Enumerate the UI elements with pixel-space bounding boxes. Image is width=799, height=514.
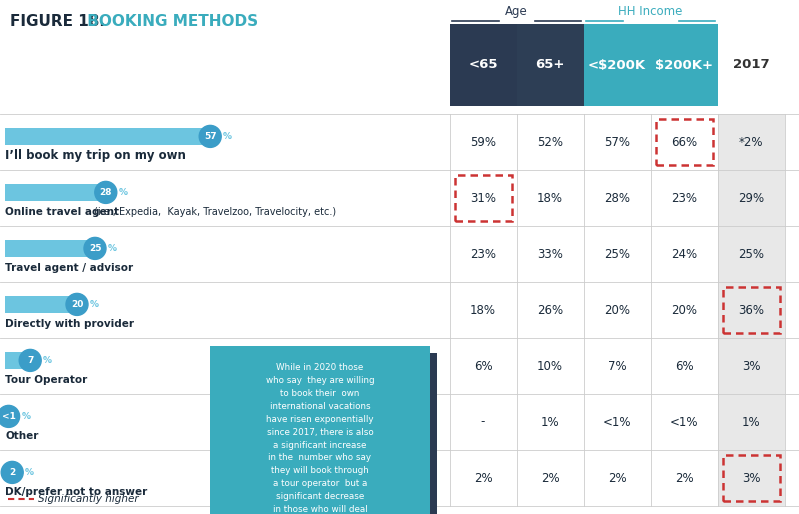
Text: HH Income: HH Income [618,5,682,18]
Circle shape [66,293,88,316]
Text: 3%: 3% [741,471,761,485]
Text: <1%: <1% [670,415,698,429]
Text: Significantly higher: Significantly higher [38,494,138,504]
Text: 52%: 52% [537,136,563,149]
FancyBboxPatch shape [217,353,437,514]
Text: FIGURE 18.: FIGURE 18. [10,14,105,29]
Text: 33%: 33% [537,248,563,261]
Text: %: % [26,468,34,477]
Text: 7%: 7% [608,359,626,373]
Text: 25%: 25% [738,248,764,261]
Text: Online travel agent: Online travel agent [5,207,119,217]
Text: <1%: <1% [602,415,631,429]
Text: Tour Operator: Tour Operator [5,375,87,385]
Text: $200K+: $200K+ [655,59,713,71]
Text: 7: 7 [27,356,34,365]
Text: 28: 28 [100,188,112,197]
FancyBboxPatch shape [5,408,9,425]
Text: 23%: 23% [470,248,496,261]
Text: 10%: 10% [537,359,563,373]
Text: Travel agent / advisor: Travel agent / advisor [5,263,133,273]
Text: 26%: 26% [537,303,563,317]
FancyBboxPatch shape [718,114,785,506]
Text: %: % [119,188,128,197]
Text: 57%: 57% [604,136,630,149]
Text: %: % [223,132,233,141]
Text: *2%: *2% [739,136,763,149]
Text: 31%: 31% [470,192,496,205]
FancyBboxPatch shape [5,352,30,369]
Text: Age: Age [505,5,528,18]
Text: 57: 57 [204,132,217,141]
Text: 23%: 23% [671,192,697,205]
Circle shape [95,181,117,204]
Text: Directly with provider: Directly with provider [5,319,134,329]
Text: <1: <1 [2,412,15,421]
Text: 2%: 2% [674,471,694,485]
FancyBboxPatch shape [210,346,430,514]
Text: 18%: 18% [537,192,563,205]
FancyBboxPatch shape [651,24,718,106]
Circle shape [84,237,106,260]
Text: While in 2020 those
who say  they are willing
to book their  own
international v: While in 2020 those who say they are wil… [266,363,374,514]
Text: 6%: 6% [474,359,492,373]
Text: 2017: 2017 [733,59,769,71]
Text: 2%: 2% [608,471,626,485]
Text: 1%: 1% [541,415,559,429]
Text: 24%: 24% [671,248,697,261]
Text: 3%: 3% [741,359,761,373]
Text: 36%: 36% [738,303,764,317]
Circle shape [199,125,221,148]
Circle shape [19,350,42,372]
Text: 20%: 20% [671,303,697,317]
Text: 2: 2 [9,468,15,477]
Text: %: % [90,300,99,309]
Text: 25%: 25% [604,248,630,261]
Text: 65+: 65+ [535,59,565,71]
Circle shape [2,462,23,483]
FancyBboxPatch shape [5,240,95,257]
Text: -: - [481,415,485,429]
Text: %: % [108,244,117,253]
Text: I’ll book my trip on my own: I’ll book my trip on my own [5,150,186,162]
Text: 66%: 66% [671,136,697,149]
FancyBboxPatch shape [5,296,77,313]
FancyBboxPatch shape [517,24,584,106]
Text: (i.e., Expedia,  Kayak, Travelzoo, Travelocity, etc.): (i.e., Expedia, Kayak, Travelzoo, Travel… [91,207,336,217]
Text: %: % [43,356,52,365]
Text: 6%: 6% [674,359,694,373]
Text: 1%: 1% [741,415,761,429]
Text: 18%: 18% [470,303,496,317]
Text: <$200K: <$200K [588,59,646,71]
Text: 25: 25 [89,244,101,253]
FancyBboxPatch shape [450,24,517,106]
Text: BOOKING METHODS: BOOKING METHODS [82,14,258,29]
Text: 28%: 28% [604,192,630,205]
Text: 20%: 20% [604,303,630,317]
Text: 59%: 59% [470,136,496,149]
Text: 20: 20 [71,300,83,309]
Text: 2%: 2% [541,471,559,485]
FancyBboxPatch shape [584,24,651,106]
Text: Other: Other [5,431,38,441]
FancyBboxPatch shape [5,128,210,145]
Text: 29%: 29% [738,192,764,205]
Text: <65: <65 [468,59,498,71]
FancyBboxPatch shape [5,184,105,201]
Circle shape [0,406,20,428]
FancyBboxPatch shape [5,464,12,481]
Text: DK/prefer not to answer: DK/prefer not to answer [5,487,147,497]
Text: %: % [22,412,30,421]
Text: 2%: 2% [474,471,492,485]
